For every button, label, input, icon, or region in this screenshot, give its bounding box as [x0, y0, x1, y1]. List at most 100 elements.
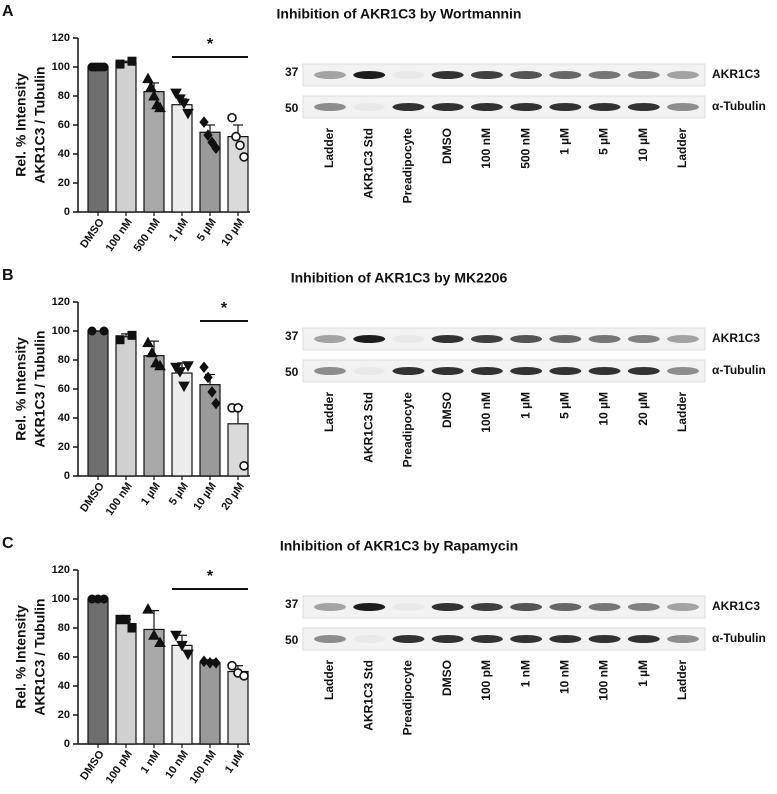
blot-band — [392, 71, 425, 79]
blot-strip — [302, 627, 706, 651]
data-point — [227, 660, 237, 671]
x-tick-label: 20 µM — [219, 481, 246, 513]
lane-label: Preadipocyte — [401, 660, 415, 736]
y-tick-label: 100 — [52, 593, 70, 605]
y-tick-label: 40 — [58, 412, 70, 424]
data-point — [99, 594, 109, 604]
data-point — [99, 326, 109, 336]
data-point — [207, 386, 217, 398]
data-point — [127, 56, 137, 66]
data-point — [146, 346, 158, 358]
blot-band — [549, 603, 582, 611]
blot-band — [667, 635, 699, 643]
blot-band — [353, 367, 386, 375]
y-tick-label: 100 — [52, 325, 70, 337]
x-tick-label: DMSO — [78, 748, 107, 782]
x-tick-label: 100 nM — [104, 481, 135, 518]
blot-band — [470, 367, 503, 375]
lane-label: Ladder — [322, 128, 336, 168]
lane-label: 10 nM — [558, 660, 572, 694]
lane-label: Ladder — [675, 660, 689, 700]
blot-band — [667, 603, 699, 611]
y-tick-label: 120 — [52, 564, 70, 576]
bar — [199, 384, 221, 477]
blot-marker: 50 — [285, 633, 299, 647]
data-point — [203, 129, 213, 141]
panel: B Inhibition of AKR1C3 by MK2206 Rel. % In… — [2, 267, 766, 518]
blot-band — [314, 335, 346, 343]
lane-label: 500 nM — [518, 128, 532, 169]
blot-strip — [302, 95, 706, 119]
data-point — [142, 72, 154, 84]
blot-band — [314, 103, 346, 111]
bar — [87, 66, 109, 213]
blot-band — [667, 71, 699, 79]
data-point — [235, 140, 245, 151]
data-point — [199, 361, 209, 374]
blot-band — [510, 71, 543, 79]
data-point — [87, 326, 97, 336]
blot-band — [588, 71, 621, 79]
blot-strip — [302, 327, 706, 351]
data-point — [239, 461, 249, 471]
blot-band — [353, 335, 386, 343]
chart-title: Inhibition of AKR1C3 by Wortmannin — [277, 6, 522, 22]
data-point — [174, 367, 186, 378]
data-point — [170, 630, 182, 642]
data-point — [176, 640, 188, 652]
blot-band-label: α-Tubulin — [712, 631, 766, 645]
blot-band — [510, 367, 543, 375]
blot-band — [510, 635, 543, 643]
data-point — [170, 88, 182, 100]
x-tick-label: DMSO — [78, 480, 107, 514]
data-point — [178, 381, 190, 393]
lane-label: 100 pM — [479, 660, 493, 701]
blot-band — [314, 71, 346, 79]
lane-label: Ladder — [322, 660, 336, 700]
blot-band — [510, 603, 543, 611]
y-tick-label: 0 — [64, 206, 70, 218]
data-point — [148, 629, 160, 640]
blot-band-label: AKR1C3 — [712, 331, 760, 345]
lane-label: AKR1C3 Std — [361, 660, 375, 731]
panel-label: B — [2, 267, 14, 284]
blot-band — [627, 367, 660, 375]
panel: A Inhibition of AKR1C3 by Wortmannin Rel. … — [2, 3, 766, 254]
lane-label: DMSO — [440, 660, 454, 696]
y-tick-label: 80 — [58, 90, 70, 102]
panel-label: C — [2, 535, 14, 552]
y-tick-label: 40 — [58, 148, 70, 160]
blot-band — [627, 103, 660, 111]
lane-label: 1 nM — [518, 660, 532, 687]
blot-band — [588, 335, 621, 343]
blot-band — [549, 103, 582, 111]
blot-band — [431, 603, 464, 611]
data-point — [182, 108, 194, 120]
blot-band — [667, 367, 699, 375]
lane-label: AKR1C3 Std — [361, 392, 375, 463]
data-point — [154, 636, 166, 647]
blot-band — [431, 335, 464, 343]
lane-label: 20 µM — [636, 392, 650, 426]
blot-band — [353, 103, 386, 111]
blot-band-label: AKR1C3 — [712, 67, 760, 81]
data-point — [145, 81, 157, 92]
blot-band — [431, 635, 464, 643]
blot-band — [627, 335, 660, 343]
blot-band — [392, 103, 425, 111]
y-axis-label: Rel. % Intensity — [13, 73, 29, 177]
data-point — [182, 649, 194, 661]
significance-label: * — [207, 568, 214, 585]
data-point — [239, 671, 249, 681]
blot-band — [353, 71, 386, 79]
blot-marker: 37 — [285, 597, 299, 611]
blot-band — [392, 367, 425, 375]
data-point — [154, 359, 166, 371]
y-axis-label: Rel. % Intensity — [13, 605, 29, 709]
lane-label: 5 µM — [558, 392, 572, 419]
data-point — [205, 656, 215, 669]
bar — [199, 662, 221, 745]
blot-band — [549, 71, 582, 79]
blot-band — [588, 103, 621, 111]
